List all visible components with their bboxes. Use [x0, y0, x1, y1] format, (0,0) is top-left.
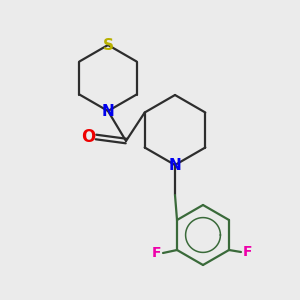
Text: F: F: [243, 245, 253, 259]
Text: O: O: [81, 128, 95, 146]
Text: F: F: [151, 246, 161, 260]
Text: S: S: [103, 38, 113, 52]
Text: N: N: [102, 103, 114, 118]
Text: N: N: [169, 158, 182, 172]
